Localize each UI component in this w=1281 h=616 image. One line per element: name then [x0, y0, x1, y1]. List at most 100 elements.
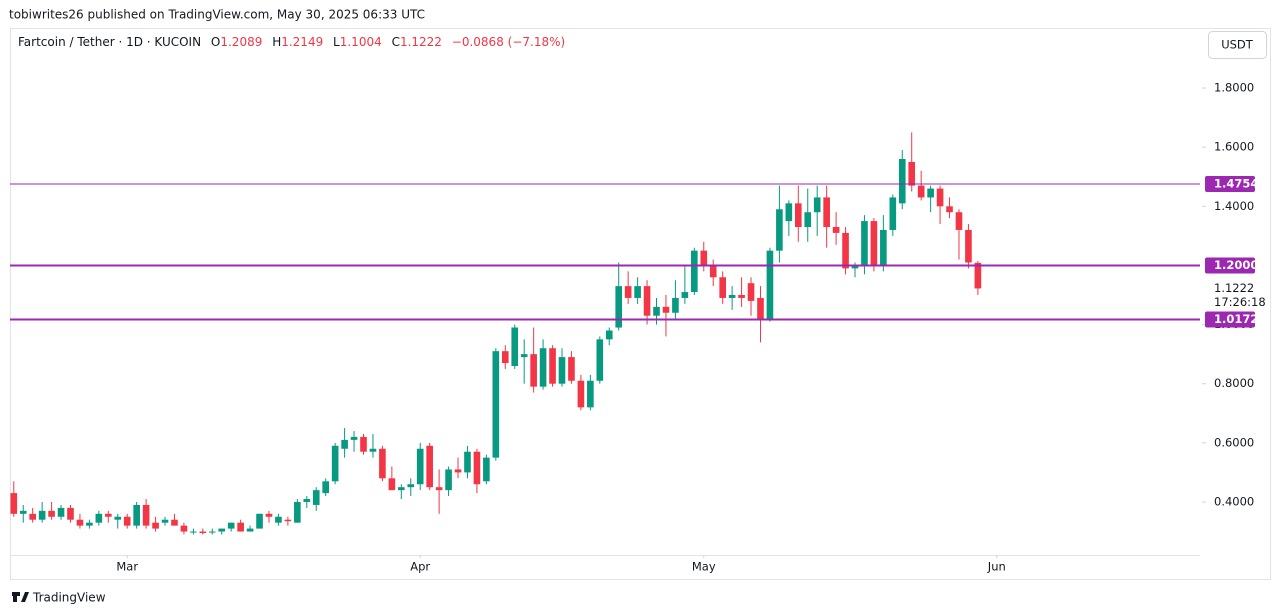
candle-body [520, 354, 528, 358]
y-tick-label: 1.8000 [1214, 81, 1254, 95]
candle-body [426, 445, 433, 488]
candle-body [587, 380, 594, 408]
candle-body [123, 516, 131, 526]
x-tick-label: Jun [987, 560, 1006, 574]
horizontal-line-tag [1205, 257, 1255, 274]
candle-body [190, 531, 197, 533]
y-tick-label: 0.6000 [1214, 435, 1254, 449]
candle-body [454, 469, 462, 473]
y-tick-label: 1.4000 [1214, 199, 1254, 213]
candle-body [180, 525, 188, 532]
candle-body [360, 436, 367, 452]
legend: Fartcoin / Tether · 1D · KUCOIN O1.2089 … [18, 35, 565, 49]
candle-body [596, 339, 604, 381]
candle-body [823, 197, 830, 228]
candle-body [568, 357, 575, 381]
candle-body [776, 209, 783, 251]
brand-logo [12, 592, 29, 602]
candle-body [965, 229, 972, 263]
candle-body [709, 265, 717, 278]
low-label: L [333, 35, 340, 49]
candle-body [643, 286, 651, 316]
y-tick-label: 0.4000 [1214, 494, 1254, 508]
candle-body [341, 439, 348, 449]
horizontal-line-label: 1.0172 [1214, 312, 1258, 326]
candle-body [246, 528, 254, 532]
candle-body [889, 197, 897, 230]
candle-body [700, 250, 708, 266]
candle-body [218, 528, 226, 532]
candle-body [511, 327, 519, 366]
candle-body [464, 451, 471, 473]
candle-body [738, 295, 745, 298]
brand-name: TradingView [32, 591, 106, 605]
candle-body [946, 206, 953, 213]
candle-body [530, 354, 537, 387]
candle-body [350, 436, 358, 440]
candle-body [804, 212, 812, 228]
candle-body [634, 286, 641, 298]
candle-body [407, 484, 415, 488]
candle-body [435, 487, 443, 491]
candle-body [152, 522, 159, 529]
candle-body [19, 510, 27, 514]
candle-body [199, 531, 207, 534]
candle-body [492, 351, 500, 458]
candle-body [681, 292, 689, 298]
candle-body [832, 227, 840, 233]
candle-body [208, 531, 216, 533]
close-label: C [392, 35, 400, 49]
candle-body [114, 516, 122, 520]
candle-body [95, 513, 103, 523]
candle-body [483, 457, 490, 482]
x-tick-label: Mar [116, 560, 138, 574]
candle-body [227, 522, 235, 529]
currency-button[interactable] [1208, 31, 1267, 59]
publisher-line: tobiwrites26 published on TradingView.co… [9, 8, 425, 22]
candle-body [747, 283, 755, 301]
candle-body [955, 212, 963, 230]
candle-body [577, 380, 585, 408]
candle-body [284, 519, 292, 522]
candle-body [728, 295, 736, 298]
candle-body [369, 448, 377, 452]
candle-body [142, 504, 150, 526]
horizontal-line-tag [1205, 176, 1255, 193]
candle-body [662, 306, 670, 313]
candle-body [104, 513, 112, 517]
candle-body [719, 277, 726, 298]
high-label: H [272, 35, 281, 49]
currency-label[interactable]: USDT [1221, 38, 1254, 52]
candle-body [974, 262, 982, 289]
candle-body [303, 499, 311, 502]
candle-body [161, 519, 169, 523]
candle-body [331, 445, 339, 482]
candle-body [416, 448, 424, 485]
candle-body [766, 250, 774, 319]
candle-body [86, 522, 93, 526]
candle-body [10, 493, 18, 514]
candle-body [57, 507, 65, 517]
candle-body [265, 513, 273, 517]
candle-body [539, 348, 547, 387]
candle-body [76, 519, 84, 526]
candle-body [38, 510, 46, 520]
candle-body [851, 265, 859, 269]
candle-body [842, 232, 849, 269]
chart-frame [10, 28, 1271, 580]
brand: TradingView [12, 591, 106, 605]
candle-body [870, 221, 878, 266]
candle-body [294, 501, 301, 523]
candle-body [653, 306, 660, 316]
horizontal-line-tag [1205, 311, 1255, 328]
low-value: 1.1004 [340, 35, 382, 49]
candle-body [624, 286, 632, 298]
y-tick-label: 1.6000 [1214, 140, 1254, 154]
candle-body [757, 297, 764, 319]
countdown: 17:26:18 [1214, 295, 1266, 309]
candle-body [275, 516, 282, 523]
candle-body [237, 522, 244, 532]
candle-body [312, 490, 320, 505]
candle-body [908, 161, 916, 186]
